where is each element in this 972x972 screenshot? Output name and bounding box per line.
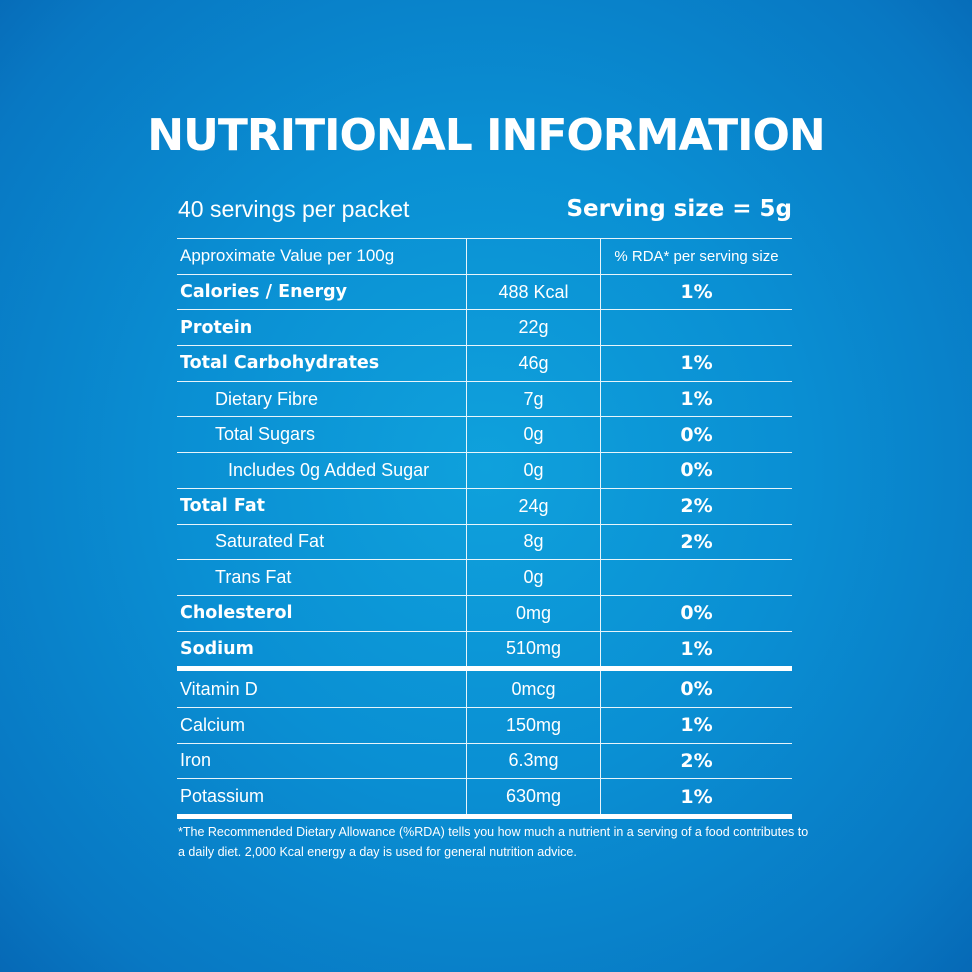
nutrient-rda: 0% — [600, 595, 792, 631]
nutrient-value: 7g — [466, 381, 600, 417]
nutrient-rda: 2% — [600, 488, 792, 524]
nutrient-name: Vitamin D — [180, 678, 258, 699]
table-row: Dietary Fibre 7g 1% — [177, 380, 792, 417]
nutrient-name: Total Fat — [180, 496, 266, 517]
nutrient-name: Calories / Energy — [180, 282, 348, 303]
nutrient-name: Potassium — [180, 786, 265, 807]
table-row: Calcium 150mg 1% — [177, 706, 792, 743]
table-row: Protein 22g — [177, 309, 792, 346]
nutrient-name: Saturated Fat — [215, 531, 325, 552]
micronutrient-rows: Vitamin D 0mcg 0% Calcium 150mg 1% Iron 6.3mg 2%… — [177, 671, 792, 814]
table-row: Includes 0g Added Sugar 0g 0% — [177, 452, 792, 488]
nutrient-name: Trans Fat — [215, 567, 292, 588]
nutrient-value: 0g — [466, 417, 600, 453]
nutrient-name: Protein — [180, 317, 253, 338]
nutrient-rda: 1% — [600, 274, 792, 310]
nutrient-value: 0g — [466, 560, 600, 595]
nutrient-name: Includes 0g Added Sugar — [228, 459, 430, 480]
nutrition-table: Approximate Value per 100g % RDA* per se… — [177, 238, 792, 819]
nutrient-name: Iron — [180, 750, 212, 771]
nutrient-rda: 0% — [600, 453, 792, 488]
nutrient-rda: 2% — [600, 524, 792, 560]
table-header-row: Approximate Value per 100g % RDA* per se… — [177, 238, 792, 274]
nutrient-value: 46g — [466, 346, 600, 381]
nutrient-name: Sodium — [180, 638, 254, 659]
table-row: Potassium 630mg 1% — [177, 778, 792, 814]
nutrient-rda — [600, 560, 792, 595]
nutrient-value: 22g — [466, 310, 600, 346]
nutrient-name: Cholesterol — [180, 603, 293, 624]
nutrient-value: 0mcg — [466, 671, 600, 707]
header-rda-cell: % RDA* per serving size — [600, 239, 792, 274]
nutrient-name: Total Sugars — [215, 424, 316, 445]
nutrient-value: 24g — [466, 488, 600, 524]
nutrient-rda: 1% — [600, 381, 792, 417]
nutrient-rda: 2% — [600, 743, 792, 779]
nutrient-rda: 1% — [600, 707, 792, 743]
rda-footnote: *The Recommended Dietary Allowance (%RDA… — [178, 825, 809, 859]
nutrient-rda: 1% — [600, 346, 792, 381]
nutrient-rda: 0% — [600, 671, 792, 707]
nutrient-name: Dietary Fibre — [215, 388, 319, 409]
table-row: Iron 6.3mg 2% — [177, 742, 792, 779]
table-row: Total Fat 24g 2% — [177, 487, 792, 524]
table-row: Saturated Fat 8g 2% — [177, 523, 792, 560]
table-row: Total Carbohydrates 46g 1% — [177, 345, 792, 381]
thick-divider — [177, 666, 792, 672]
nutrient-value: 488 Kcal — [466, 274, 600, 310]
nutrient-rda: 1% — [600, 631, 792, 667]
bottom-thick-divider — [177, 814, 792, 819]
table-row: Calories / Energy 488 Kcal 1% — [177, 273, 792, 310]
nutrient-value: 510mg — [466, 631, 600, 667]
table-row: Vitamin D 0mcg 0% — [177, 671, 792, 707]
serving-size: Serving size = 5g — [566, 196, 792, 222]
nutrient-rda: 1% — [600, 779, 792, 814]
nutrient-value: 8g — [466, 524, 600, 560]
nutrient-rda: 0% — [600, 417, 792, 453]
header-value-cell — [466, 239, 600, 274]
servings-per-packet: 40 servings per packet — [178, 196, 410, 222]
table-row: Total Sugars 0g 0% — [177, 416, 792, 453]
table-row: Trans Fat 0g — [177, 559, 792, 595]
nutrient-value: 6.3mg — [466, 743, 600, 779]
header-name-cell: Approximate Value per 100g — [180, 246, 395, 266]
nutrient-value: 630mg — [466, 779, 600, 814]
page-title: NUTRITIONAL INFORMATION — [147, 110, 825, 161]
nutrient-value: 150mg — [466, 707, 600, 743]
main-nutrient-rows: Calories / Energy 488 Kcal 1% Protein 22g Tot… — [177, 273, 792, 667]
table-row: Sodium 510mg 1% — [177, 630, 792, 667]
nutrient-rda — [600, 310, 792, 346]
nutrient-value: 0mg — [466, 595, 600, 631]
nutrient-name: Calcium — [180, 714, 246, 735]
nutrient-value: 0g — [466, 453, 600, 488]
nutrient-name: Total Carbohydrates — [180, 353, 380, 374]
table-row: Cholesterol 0mg 0% — [177, 594, 792, 631]
